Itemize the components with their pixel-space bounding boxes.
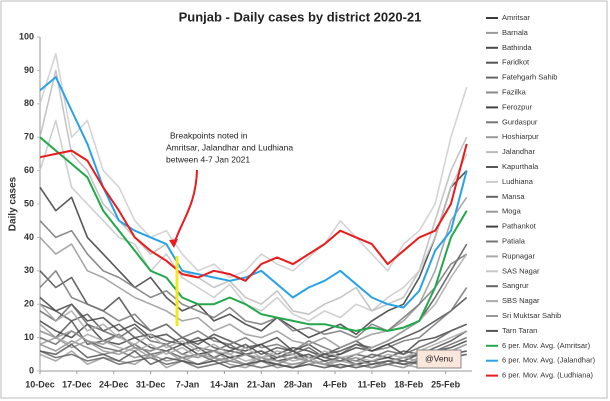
series-line [39, 253, 468, 362]
series-line [39, 330, 468, 366]
legend-label: Jalandhar [502, 147, 535, 156]
annotation-line: Amritsar, Jalandhar and Ludhiana [166, 142, 293, 152]
legend-label: Kapurthala [502, 162, 539, 171]
series-line [39, 76, 468, 309]
annotation-line: Breakpoints noted in [170, 130, 248, 140]
x-tick-label: 28-Jan [284, 379, 313, 389]
series-line [39, 119, 468, 322]
legend-label: 6 per. Mov. Avg. (Amritsar) [502, 341, 591, 350]
x-tick-label: 7-Jan [176, 379, 200, 389]
legend-label: Rupnagar [502, 251, 535, 260]
y-tick-label: 70 [24, 132, 34, 142]
series-line [39, 270, 468, 356]
legend-label: Fatehgarh Sahib [502, 73, 557, 82]
legend-label: Patiala [502, 236, 526, 245]
legend-label: SBS Nagar [502, 296, 540, 305]
y-tick-label: 30 [24, 265, 34, 275]
y-tick-label: 40 [24, 232, 34, 242]
legend-label: Hoshiarpur [502, 132, 539, 141]
legend-label: 6 per. Mov. Avg. (Ludhiana) [502, 371, 594, 380]
legend-label: Tarn Taran [502, 326, 537, 335]
series-line [39, 143, 468, 282]
legend-label: Ludhiana [502, 177, 534, 186]
y-tick-label: 50 [24, 198, 34, 208]
series-line [39, 136, 468, 332]
legend-label: SAS Nagar [502, 266, 540, 275]
series-line [39, 69, 468, 315]
legend-label: Sangrur [502, 281, 529, 290]
legend-label: Barnala [502, 28, 529, 37]
legend-label: 6 per. Mov. Avg. (Jalandhar) [502, 356, 596, 365]
annotation-arrowhead [169, 239, 178, 248]
x-tick-label: 31-Dec [136, 379, 166, 389]
x-tick-label: 25-Feb [431, 379, 461, 389]
x-tick-label: 10-Dec [25, 379, 55, 389]
x-tick-label: 18-Feb [394, 379, 424, 389]
y-tick-label: 90 [24, 65, 34, 75]
y-tick-label: 80 [24, 98, 34, 108]
y-tick-label: 60 [24, 165, 34, 175]
legend: Amritsar Barnala Bathinda Faridkot Fatehgarh… [486, 13, 596, 380]
series-line [39, 270, 468, 356]
legend-label: Bathinda [502, 43, 532, 52]
series-line [39, 323, 468, 366]
y-axis-label: Daily cases [8, 176, 19, 231]
plot-area: 0 10 20 30 40 50 60 70 80 90 100 10-Dec 17-Dec 24-Dec… [19, 31, 472, 389]
legend-label: Ferozpur [502, 102, 533, 111]
annotation-arrow [173, 169, 198, 245]
chart-title: Punjab - Daily cases by district 2020-21 [179, 9, 422, 24]
series-line [39, 343, 467, 369]
legend-label: Amritsar [502, 13, 530, 22]
series-line [39, 170, 468, 339]
legend-label: Gurdaspur [502, 117, 538, 126]
annotations: Breakpoints noted in Amritsar, Jalandhar… [166, 130, 462, 369]
x-tick-label: 24-Dec [99, 379, 129, 389]
y-tick-label: 20 [24, 299, 34, 309]
x-tick-label: 21-Jan [247, 379, 276, 389]
legend-label: Mansa [502, 192, 525, 201]
credit: @Venu [425, 353, 453, 363]
series-line [39, 296, 468, 359]
y-tick-label: 100 [19, 31, 34, 41]
x-tick-label: 17-Dec [62, 379, 92, 389]
x-tick-label: 11-Feb [358, 379, 387, 389]
series-line [39, 196, 468, 349]
x-tick-label: 4-Feb [323, 379, 348, 389]
legend-label: Pathankot [502, 222, 537, 231]
legend-label: Moga [502, 207, 522, 216]
legend-label: Sri Muktsar Sahib [502, 311, 561, 320]
series-line [39, 220, 468, 339]
x-tick-label: 14-Jan [210, 379, 239, 389]
credit-box [416, 349, 462, 369]
legend-label: Fazilka [502, 87, 527, 96]
y-tick-label: 0 [29, 365, 34, 375]
annotation-line: between 4-7 Jan 2021 [166, 154, 250, 164]
legend-label: Faridkot [502, 58, 530, 67]
y-tick-label: 10 [24, 332, 34, 342]
